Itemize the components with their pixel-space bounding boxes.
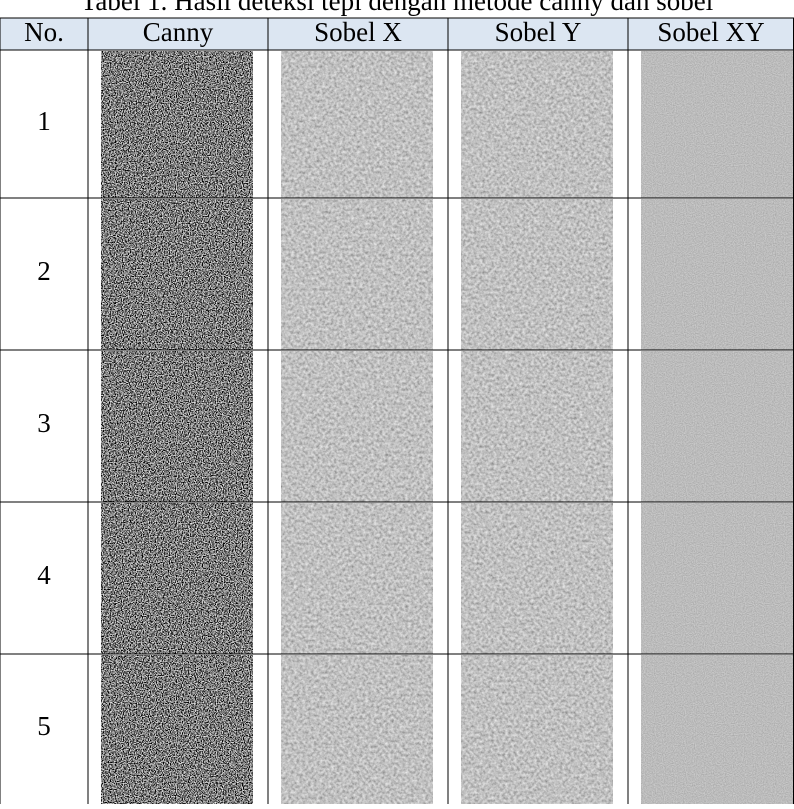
edge-image <box>281 51 433 198</box>
column-header: No. <box>24 17 64 47</box>
edge-image <box>641 51 793 198</box>
edge-image <box>101 51 253 198</box>
edge-image <box>641 655 793 804</box>
edge-image <box>641 351 793 502</box>
column-header: Sobel Y <box>495 17 582 47</box>
edge-image <box>461 51 613 198</box>
edge-image <box>101 351 253 502</box>
row-number: 5 <box>37 711 51 741</box>
edge-image <box>461 351 613 502</box>
edge-image <box>461 503 613 654</box>
column-header: Canny <box>143 17 214 47</box>
edge-image <box>281 351 433 502</box>
edge-image <box>101 199 253 350</box>
edge-image <box>281 655 433 804</box>
column-header: Sobel XY <box>657 17 764 47</box>
row-number: 4 <box>37 560 51 590</box>
edge-image <box>641 503 793 654</box>
row-number: 1 <box>37 106 51 136</box>
row-number: 2 <box>37 256 51 286</box>
edge-image <box>461 655 613 804</box>
column-header: Sobel X <box>314 17 402 47</box>
edge-image <box>101 655 253 804</box>
row-number: 3 <box>37 408 51 438</box>
edge-image <box>281 503 433 654</box>
edge-image <box>641 199 793 350</box>
header-row <box>0 18 794 50</box>
edge-image <box>101 503 253 654</box>
edge-image <box>461 199 613 350</box>
table-title: Tabel 1. Hasil deteksi tepi dengan metod… <box>81 0 713 16</box>
edge-image <box>281 199 433 350</box>
